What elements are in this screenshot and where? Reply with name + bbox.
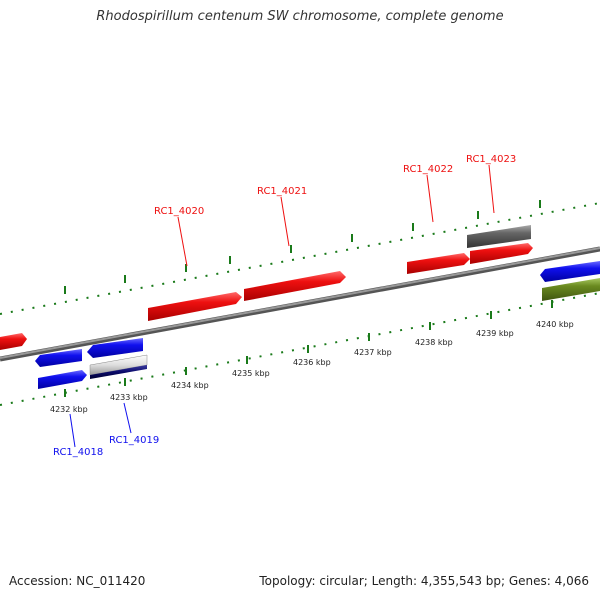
map-title: Rhodospirillum centenum SW chromosome, c… — [96, 9, 504, 24]
upper-tick-track — [0, 202, 600, 315]
gene-label-rc1-4022[interactable]: RC1_4022 — [403, 164, 453, 175]
tick-label: 4234 kbp — [171, 381, 209, 390]
gene-features — [0, 225, 600, 389]
tick-label: 4235 kbp — [232, 369, 270, 378]
gene-label-rc1-4021[interactable]: RC1_4021 — [257, 186, 307, 197]
gene-arrow-rc1-4018-a[interactable] — [35, 349, 82, 367]
lower-tick-track — [0, 292, 600, 406]
tick-label: 4237 kbp — [354, 348, 392, 357]
feature-navy[interactable] — [90, 365, 147, 379]
feature-grey[interactable] — [467, 225, 531, 248]
gene-arrow-partial-left[interactable] — [0, 333, 27, 350]
accession-text: Accession: NC_011420 — [9, 574, 146, 588]
tick-label: 4232 kbp — [50, 405, 88, 414]
tick-label: 4239 kbp — [476, 329, 514, 338]
tick-label: 4238 kbp — [415, 338, 453, 347]
gene-arrow-rc1-4019[interactable] — [87, 338, 143, 358]
gene-label-rc1-4023[interactable]: RC1_4023 — [466, 154, 516, 165]
tick-labels: 4232 kbp 4233 kbp 4234 kbp 4235 kbp 4236… — [50, 320, 574, 414]
gene-arrow-partial-right-blue[interactable] — [540, 261, 600, 282]
genome-summary-text: Topology: circular; Length: 4,355,543 bp… — [259, 574, 589, 588]
gene-arrow-rc1-4021[interactable] — [244, 271, 346, 301]
chromosome-backbone — [0, 246, 600, 362]
tick-label: 4233 kbp — [110, 393, 148, 402]
gene-label-rc1-4020[interactable]: RC1_4020 — [154, 206, 204, 217]
gene-arrow-rc1-4022[interactable] — [407, 253, 470, 274]
gene-arrow-rc1-4020[interactable] — [148, 292, 242, 321]
gene-labels: RC1_4018 RC1_4019 RC1_4020 RC1_4021 RC1_… — [53, 154, 516, 458]
tick-label: 4240 kbp — [536, 320, 574, 329]
gene-arrow-rc1-4023[interactable] — [470, 243, 533, 264]
label-leaders — [69, 164, 495, 448]
gene-label-rc1-4019[interactable]: RC1_4019 — [109, 435, 159, 446]
tick-label: 4236 kbp — [293, 358, 331, 367]
upper-tick-marks — [64, 200, 541, 294]
gene-arrow-rc1-4018-b[interactable] — [38, 370, 87, 389]
feature-olive[interactable] — [542, 278, 600, 301]
gene-label-rc1-4018[interactable]: RC1_4018 — [53, 447, 103, 458]
